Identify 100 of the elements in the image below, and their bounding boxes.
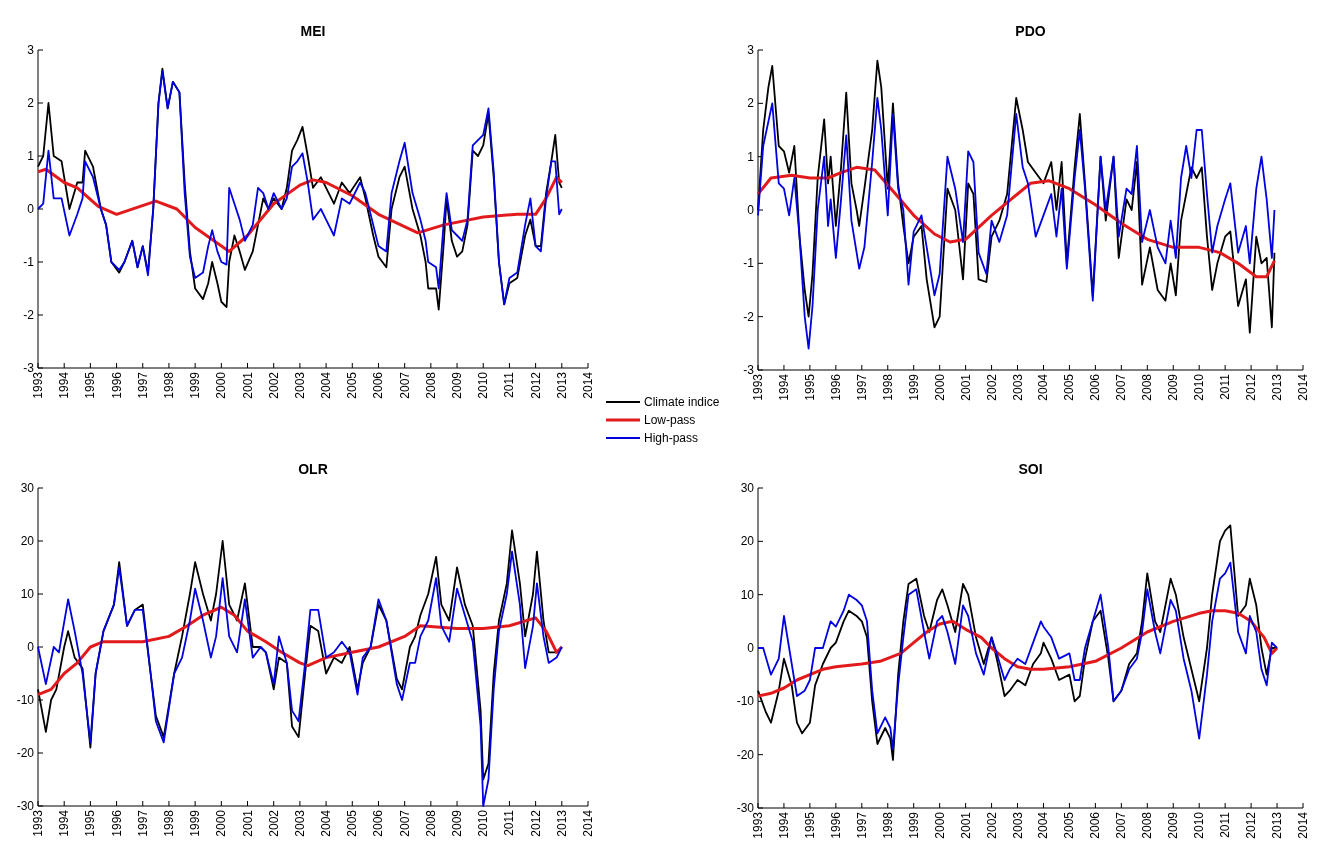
- y-tick-label: -1: [23, 255, 35, 269]
- x-tick-label: 2013: [1270, 373, 1285, 401]
- x-tick-label: 1993: [31, 809, 45, 837]
- x-tick-label: 2012: [528, 371, 543, 399]
- y-tick-label: 0: [27, 202, 35, 216]
- x-tick-label: 2012: [1244, 811, 1259, 839]
- x-tick-label: 1994: [776, 811, 791, 839]
- chart-title: SOI: [1018, 461, 1043, 477]
- y-tick-label: 10: [740, 587, 755, 602]
- x-tick-label: 2005: [345, 371, 360, 399]
- x-tick-label: 2002: [266, 809, 281, 837]
- legend-label: High-pass: [644, 431, 699, 445]
- x-tick-label: 2012: [528, 809, 543, 837]
- x-tick-label: 2000: [932, 811, 947, 839]
- x-tick-label: 2001: [240, 371, 255, 399]
- x-tick-label: 2011: [1218, 373, 1233, 400]
- x-tick-label: 1995: [802, 373, 817, 401]
- y-tick-label: -2: [743, 309, 755, 324]
- x-tick-label: 1994: [776, 373, 791, 401]
- x-tick-label: 2004: [1036, 811, 1051, 839]
- line-series: [757, 97, 1276, 350]
- x-tick-label: 2009: [1166, 811, 1181, 839]
- y-tick-label: 20: [20, 534, 35, 548]
- x-tick-label: 2002: [266, 371, 281, 399]
- x-tick-label: 2006: [371, 809, 386, 837]
- x-tick-label: 2013: [554, 371, 569, 399]
- line-series: [36, 167, 564, 253]
- line-series: [756, 609, 1279, 698]
- x-tick-label: 2011: [502, 809, 517, 836]
- x-tick-label: 2009: [450, 809, 465, 837]
- y-tick-label: 0: [747, 641, 755, 655]
- x-tick-label: 2007: [1114, 373, 1129, 401]
- x-tick-label: 1999: [906, 811, 921, 839]
- x-tick-label: 2011: [502, 371, 517, 398]
- x-tick-label: 1997: [135, 371, 150, 399]
- x-tick-label: 2003: [292, 809, 307, 837]
- x-tick-label: 2007: [397, 809, 412, 837]
- x-tick-label: 2005: [1062, 373, 1077, 401]
- x-tick-label: 1995: [802, 811, 817, 839]
- x-tick-label: 1993: [751, 373, 765, 401]
- x-tick-label: 1998: [161, 371, 176, 399]
- x-tick-label: 1996: [828, 811, 843, 839]
- x-tick-label: 1996: [109, 809, 124, 837]
- x-tick-label: 2014: [1296, 811, 1310, 839]
- x-tick-label: 2001: [958, 373, 973, 401]
- y-tick-label: -10: [736, 694, 755, 709]
- y-tick-label: 10: [20, 587, 35, 601]
- x-tick-label: 1999: [188, 371, 203, 399]
- x-tick-label: 2009: [450, 371, 465, 399]
- x-tick-label: 2001: [958, 811, 973, 839]
- x-tick-label: 2006: [1088, 811, 1103, 839]
- x-tick-label: 2010: [1192, 811, 1207, 839]
- chart-title: MEI: [300, 23, 326, 39]
- x-tick-label: 2014: [581, 371, 595, 399]
- x-tick-label: 2008: [423, 809, 438, 837]
- x-tick-label: 2003: [292, 371, 307, 399]
- y-tick-label: 30: [20, 481, 35, 495]
- x-tick-label: 1996: [109, 371, 124, 399]
- x-tick-label: 1994: [57, 371, 72, 399]
- line-series: [36, 605, 564, 697]
- x-tick-label: 2003: [1010, 373, 1025, 401]
- x-tick-label: 1994: [57, 809, 72, 837]
- y-tick-label: -20: [736, 747, 755, 762]
- x-tick-label: 2013: [1270, 811, 1285, 839]
- y-tick-label: -1: [743, 256, 755, 271]
- x-tick-label: 1999: [188, 809, 203, 837]
- x-tick-label: 2014: [581, 809, 595, 837]
- x-tick-label: 2003: [1010, 811, 1025, 839]
- legend-label: Climate indice: [644, 395, 720, 409]
- x-tick-label: 1997: [854, 373, 869, 401]
- x-tick-label: 2009: [1166, 373, 1181, 401]
- y-tick-label: 20: [740, 534, 755, 549]
- x-tick-label: 2007: [1114, 811, 1129, 839]
- x-tick-label: 1999: [906, 373, 921, 401]
- x-tick-label: 1996: [828, 373, 843, 401]
- x-tick-label: 2012: [1244, 373, 1259, 401]
- x-tick-label: 2000: [214, 809, 229, 837]
- y-tick-label: -20: [16, 746, 35, 760]
- x-tick-label: 2004: [319, 809, 334, 837]
- x-tick-label: 2004: [319, 371, 334, 399]
- x-tick-label: 2005: [345, 809, 360, 837]
- x-tick-label: 2010: [476, 809, 491, 837]
- y-tick-label: 2: [27, 96, 35, 110]
- x-tick-label: 1998: [880, 373, 895, 401]
- y-tick-label: 30: [740, 481, 755, 495]
- x-tick-label: 2006: [1088, 373, 1103, 401]
- x-tick-label: 1995: [83, 809, 98, 837]
- line-series: [757, 561, 1278, 751]
- y-tick-label: 1: [27, 149, 35, 163]
- x-tick-label: 1997: [135, 809, 150, 837]
- x-tick-label: 2002: [984, 373, 999, 401]
- x-tick-label: 1995: [83, 371, 98, 399]
- y-tick-label: 0: [27, 640, 35, 654]
- x-tick-label: 2008: [423, 371, 438, 399]
- x-tick-label: 1998: [880, 811, 895, 839]
- x-tick-label: 2008: [1140, 811, 1155, 839]
- y-tick-label: 0: [747, 203, 755, 217]
- x-tick-label: 2006: [371, 371, 386, 399]
- chart-title: OLR: [298, 461, 328, 477]
- y-tick-label: -10: [16, 693, 35, 707]
